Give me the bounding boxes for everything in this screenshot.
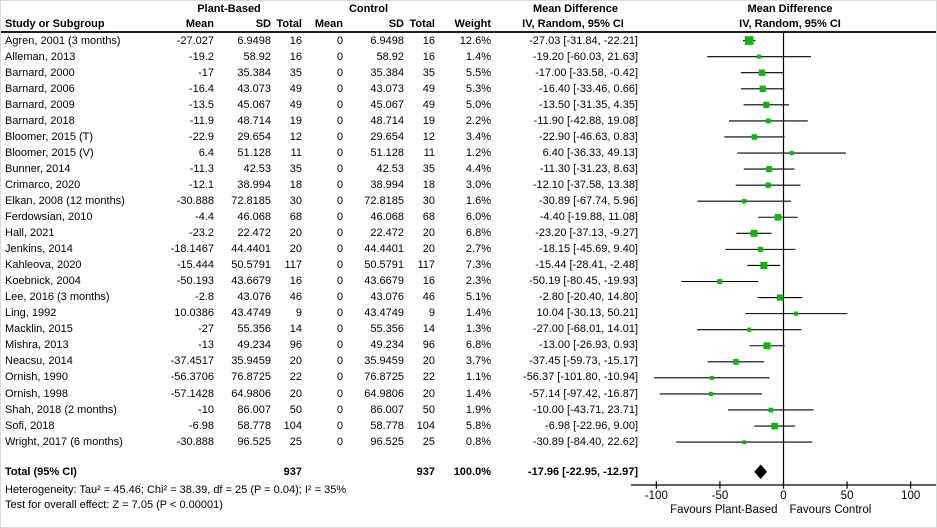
axis-tick-label: 0	[780, 490, 786, 502]
effect-marker	[717, 279, 723, 284]
group-control-label: Control	[348, 3, 389, 15]
effect-marker	[757, 246, 763, 252]
effect-marker	[733, 359, 739, 365]
table-row: Shah, 2018 (2 months) -10 86.007 50 0 86.007 5…	[5, 403, 638, 416]
total-label: Total (95% CI)	[5, 465, 77, 478]
effect-marker	[758, 69, 766, 76]
plot-header: Mean Difference IV, Random, 95% CI	[640, 2, 936, 32]
table-row: Ornish, 1998 -57.1428 64.9806 20 0 64.9806 20 1…	[5, 387, 638, 400]
table-row: Jenkins, 2014 -18.1467 44.4401 20 0 44.4401 20…	[5, 243, 638, 256]
table-row: Lee, 2016 (3 months) -2.8 43.076 46 0 43.076 4…	[5, 291, 638, 304]
control-total-header: Total	[409, 18, 435, 30]
study-rows: Agren, 2001 (3 months) -27.027 6.9498 16 0 6.…	[1, 33, 638, 450]
effect-marker	[765, 182, 771, 188]
ci-method-header: IV, Random, 95% CI	[522, 18, 624, 30]
axis-tick-label: 100	[901, 490, 920, 502]
effect-marker	[771, 422, 778, 430]
effect-marker	[708, 391, 713, 396]
pb-mean-header: Mean	[185, 18, 214, 30]
effect-marker	[757, 54, 762, 59]
summary-diamond	[754, 464, 767, 480]
table-row: Hall, 2021 -23.2 22.472 20 0 22.472 20 6.8% -23.…	[5, 227, 638, 240]
column-header-row: Study or Subgroup Mean SD Total Mean SD …	[1, 17, 638, 32]
effect-marker	[789, 151, 794, 156]
effect-marker	[747, 327, 752, 332]
total-weight: 100.0%	[453, 465, 491, 478]
effect-marker	[742, 440, 747, 444]
table-row: Wright, 2017 (6 months) -30.888 96.525 25 0 9…	[5, 435, 638, 448]
table-row: Koebnick, 2004 -50.193 43.6679 16 0 43.6679 16…	[5, 275, 638, 288]
overall-effect-note: Test for overall effect: Z = 7.05 (P < 0…	[5, 498, 223, 511]
effect-marker	[709, 375, 714, 380]
spacer	[435, 2, 491, 17]
table-row: Sofi, 2018 -6.98 58.778 104 0 58.778 104 5.8% -6…	[5, 419, 638, 432]
table-row: Elkan, 2008 (12 months) -30.888 72.8185 30 0…	[5, 194, 638, 207]
table-row: Bloomer, 2015 (T) -22.9 29.654 12 0 29.654 12 3…	[5, 130, 638, 143]
effect-marker	[776, 294, 784, 301]
spacer	[1, 2, 156, 17]
control-mean-header: Mean	[314, 18, 343, 30]
effect-marker	[763, 101, 770, 108]
total-row: Total (95% CI) 937 937 100.0% -17.96 [-2…	[1, 464, 638, 480]
effect-marker	[751, 134, 758, 140]
pb-total-header: Total	[276, 18, 302, 30]
table-row: Ling, 1992 10.0386 43.4749 9 0 43.4749 9 1.4% 10…	[5, 307, 638, 320]
effect-marker	[766, 166, 773, 173]
effect-marker	[742, 199, 747, 204]
table-row: Bloomer, 2015 (V) 6.4 51.128 11 0 51.128 11 1.2…	[5, 146, 638, 159]
total-pb-n: 937	[283, 465, 302, 478]
table-row: Crimarco, 2020 -12.1 38.994 18 0 38.994 18 3.0%…	[5, 178, 638, 191]
table-row: Agren, 2001 (3 months) -27.027 6.9498 16 0 6.…	[5, 34, 638, 47]
axis-tick-label: 50	[841, 490, 854, 502]
axis-tick-label: -100	[645, 490, 668, 502]
group-header-row: Plant-Based Control Mean Difference	[1, 2, 638, 17]
study-column-header: Study or Subgroup	[5, 18, 105, 30]
axis-tick-label: -50	[712, 490, 729, 502]
heterogeneity-note: Heterogeneity: Tau² = 45.46; Chi² = 38.3…	[5, 483, 347, 496]
effect-marker	[768, 407, 774, 413]
table-row: Ferdowsian, 2010 -4.4 46.068 68 0 46.068 68 6.0…	[5, 211, 638, 224]
weight-header: Weight	[454, 18, 491, 30]
effect-marker	[750, 229, 758, 237]
total-control-n: 937	[416, 465, 435, 478]
pb-sd-header: SD	[255, 18, 271, 30]
table-row: Barnard, 2000 -17 35.384 35 0 35.384 35 5.5% -17…	[5, 66, 638, 79]
effect-marker	[766, 118, 771, 124]
table-row: Neacsu, 2014 -37.4517 35.9459 20 0 35.9459 20 3…	[5, 355, 638, 368]
plot-ci-method-subtitle: IV, Random, 95% CI	[739, 18, 841, 30]
group-plant-based-label: Plant-Based	[197, 3, 261, 15]
control-sd-header: SD	[388, 18, 404, 30]
table-row: Barnard, 2009 -13.5 45.067 49 0 45.067 49 5.0% -…	[5, 98, 638, 111]
table-row: Ornish, 1990 -56.3706 76.8725 22 0 76.8725 22 1…	[5, 371, 638, 384]
table-header: Plant-Based Control Mean Difference Stud…	[1, 2, 638, 32]
table-row: Macklin, 2015 -27 55.356 14 0 55.356 14 1.3% -27…	[5, 323, 638, 336]
plot-mean-difference-title: Mean Difference	[747, 3, 833, 15]
favours-left-label: Favours Plant-Based	[670, 504, 777, 516]
effect-marker	[794, 311, 799, 316]
table-row: Bunner, 2014 -11.3 42.53 35 0 42.53 35 4.4% -11.…	[5, 162, 638, 175]
effect-marker	[760, 261, 768, 269]
table-row: Barnard, 2018 -11.9 48.714 19 0 48.714 19 2.2% -…	[5, 114, 638, 127]
table-row: Mishra, 2013 -13 49.234 96 0 49.234 96 6.8% -13.…	[5, 339, 638, 352]
favours-right-label: Favours Control	[790, 504, 872, 516]
effect-marker	[774, 213, 782, 221]
table-row: Kahleova, 2020 -15.444 50.5791 117 0 50.5791 1…	[5, 259, 638, 272]
table-row: Alleman, 2013 -19.2 58.92 16 0 58.92 16 1.4% -19…	[5, 50, 638, 63]
effect-marker	[759, 85, 766, 92]
mean-difference-column-title: Mean Difference	[533, 3, 618, 15]
total-ci-text: -17.96 [-22.95, -12.97]	[527, 465, 638, 478]
table-row: Barnard, 2006 -16.4 43.073 49 0 43.073 49 5.3% -…	[5, 82, 638, 95]
effect-marker	[744, 36, 754, 45]
effect-marker	[763, 342, 771, 350]
